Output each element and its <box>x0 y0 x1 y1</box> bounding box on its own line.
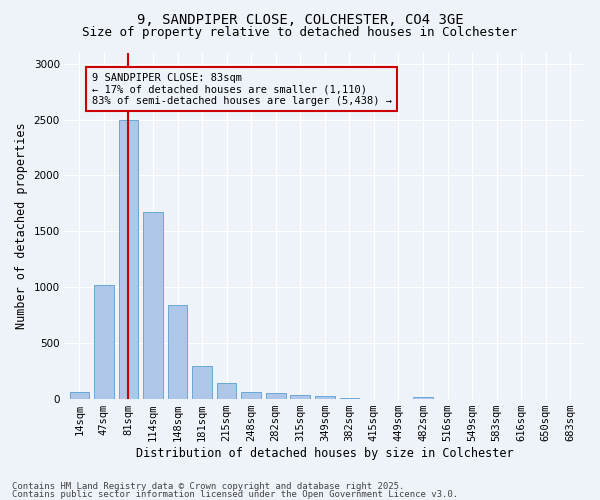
Bar <box>315 396 335 399</box>
Bar <box>94 285 114 399</box>
Text: 9, SANDPIPER CLOSE, COLCHESTER, CO4 3GE: 9, SANDPIPER CLOSE, COLCHESTER, CO4 3GE <box>137 12 463 26</box>
Text: Contains public sector information licensed under the Open Government Licence v3: Contains public sector information licen… <box>12 490 458 499</box>
Text: Size of property relative to detached houses in Colchester: Size of property relative to detached ho… <box>83 26 517 39</box>
Bar <box>266 393 286 399</box>
Text: 9 SANDPIPER CLOSE: 83sqm
← 17% of detached houses are smaller (1,110)
83% of sem: 9 SANDPIPER CLOSE: 83sqm ← 17% of detach… <box>92 72 392 106</box>
Bar <box>241 392 261 399</box>
Bar <box>217 384 236 399</box>
X-axis label: Distribution of detached houses by size in Colchester: Distribution of detached houses by size … <box>136 447 514 460</box>
Bar <box>168 305 187 399</box>
Bar <box>290 394 310 399</box>
Bar <box>192 366 212 399</box>
Bar <box>70 392 89 399</box>
Y-axis label: Number of detached properties: Number of detached properties <box>15 122 28 329</box>
Bar <box>413 397 433 399</box>
Bar <box>143 212 163 399</box>
Text: Contains HM Land Registry data © Crown copyright and database right 2025.: Contains HM Land Registry data © Crown c… <box>12 482 404 491</box>
Bar <box>119 120 138 399</box>
Bar <box>340 398 359 399</box>
